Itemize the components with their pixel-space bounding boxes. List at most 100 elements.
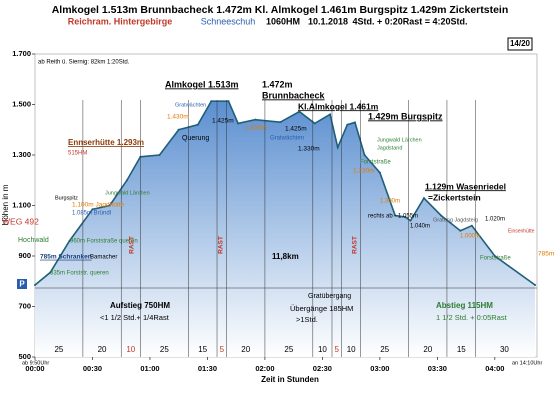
elevation-point	[237, 122, 240, 125]
elevation-point	[279, 121, 282, 124]
annotation: Forststraße	[480, 256, 511, 262]
annotation: 1.020m	[485, 217, 505, 223]
y-axis-label: Höhen in m	[1, 184, 10, 225]
subtitle-part: Schneeschuh	[201, 16, 256, 26]
elevation-point	[125, 179, 128, 182]
annotation: Abstieg 115HM	[436, 301, 493, 310]
x-tick-label: 04:00	[485, 364, 504, 373]
y-tick-label: 900	[18, 251, 31, 260]
elevation-point	[493, 255, 496, 257]
parking: P	[19, 280, 25, 289]
annotation: <1 1/2 Std.+ 1/4Rast	[100, 313, 170, 322]
subtitle-part: 1060HM	[266, 16, 300, 26]
annotation: Gratwächten	[270, 136, 304, 142]
subtitle-part: Reichram. Hintergebirge	[68, 16, 173, 26]
annotation: 1.330m	[298, 146, 320, 153]
x-axis-label: Zeit in Stunden	[261, 375, 319, 384]
elevation-line	[34, 100, 536, 286]
segment-duration: 15	[457, 345, 466, 354]
elevation-point	[329, 113, 332, 116]
badge: 14/20	[510, 39, 531, 48]
elevation-point	[158, 154, 161, 156]
chart-title: Almkogel 1.513m Brunnbacheck 1.472m Kl. …	[52, 4, 509, 16]
annotation: 11,8km	[272, 252, 299, 261]
annotation: Jagdstand	[377, 145, 402, 151]
annotation: Ennserhütte 1.293m	[68, 138, 144, 147]
note: ab Reith ü. Siernig: 82km 1:20Std.	[38, 60, 130, 66]
elevation-point	[346, 123, 349, 126]
x-tick-label: 03:30	[428, 364, 447, 373]
elevation-point	[177, 128, 180, 131]
elevation-point	[378, 171, 381, 174]
elevation-point	[254, 118, 257, 121]
elevation-point	[49, 271, 52, 274]
annotation: Burgspitz	[55, 195, 78, 201]
y-tick-label: 1.500	[12, 99, 31, 108]
badge-box	[507, 37, 533, 51]
annotation: Aufstieg 750HM	[110, 301, 170, 310]
annotation: Jungwald Lärchen	[105, 190, 150, 196]
rast-label: RAST	[352, 236, 359, 254]
elevation-point	[394, 214, 397, 217]
subtitle-part: 10.1.2018	[308, 16, 348, 26]
annotation: 1.000m	[460, 234, 480, 240]
annotation: 1.085m Bründl	[72, 211, 111, 217]
annotation: Querung	[182, 135, 209, 142]
segment-duration: 5	[335, 345, 340, 354]
annotation: 1.129m Wasenriedel	[425, 181, 506, 191]
segment-duration: 20	[98, 345, 107, 354]
elevation-point	[298, 110, 301, 113]
elevation-area	[35, 101, 536, 357]
end-label: an 14:10Uhr	[512, 360, 542, 366]
rast-label: RAST	[129, 236, 136, 254]
annotation: Brunnbacheck	[262, 90, 326, 100]
annotation: Grateng Jagdsteig	[433, 217, 478, 223]
annotation: 1.429m Burgspitz	[368, 111, 443, 121]
elevation-point	[210, 100, 213, 103]
annotation: Almkogel 1.513m	[165, 79, 239, 89]
annotation: Gratwächten	[175, 102, 206, 108]
annotation: 1.472m	[262, 79, 293, 89]
annotation: Gratübergang	[308, 293, 351, 300]
annotation: 1.430m	[245, 125, 267, 132]
elevation-point	[440, 214, 443, 217]
segment-duration: 25	[380, 345, 389, 354]
elevation-point	[470, 224, 473, 227]
segment-duration: 10	[318, 345, 327, 354]
annotation: 1.425m	[285, 126, 307, 133]
segment-duration: 20	[423, 345, 432, 354]
start-label: ab 9:50Uhr	[22, 360, 49, 366]
elevation-point	[422, 197, 425, 200]
annotation: 1 1/2 Std. + 0:05Rast	[436, 313, 508, 322]
x-tick-label: 02:30	[313, 364, 332, 373]
annotation: 1.430m	[167, 114, 189, 121]
y-tick-label: 1.100	[12, 200, 31, 209]
elevation-point	[196, 123, 199, 126]
elevation-point	[353, 121, 356, 124]
x-tick-label: 01:00	[140, 364, 159, 373]
annotation: 1.230m	[353, 168, 375, 175]
segment-duration: 25	[284, 345, 293, 354]
annotation: Forststraße	[360, 160, 391, 166]
x-tick-label: 02:00	[255, 364, 274, 373]
elevation-point	[403, 215, 406, 218]
annotation: Einsenhütte	[508, 228, 535, 234]
elevation-point	[459, 229, 462, 232]
subtitle-part: 4Std. + 0:20Rast = 4:20Std.	[352, 16, 467, 26]
segment-duration: 30	[500, 345, 509, 354]
y-tick-label: 1.700	[12, 49, 31, 58]
segment-duration: 10	[126, 345, 135, 354]
elevation-point	[34, 284, 36, 287]
x-tick-label: 01:30	[198, 364, 217, 373]
elevation-point	[68, 239, 71, 242]
elevation-point	[108, 204, 111, 207]
segment-duration: 10	[347, 345, 356, 354]
elevation-point	[227, 100, 230, 103]
elevation-point	[336, 146, 339, 149]
y-tick-label: 1.300	[12, 150, 31, 159]
annotation: =Zickertstein	[428, 192, 481, 202]
segment-duration: 20	[241, 345, 250, 354]
annotation: 785m Schranken	[40, 254, 92, 261]
annotation: 785m	[538, 251, 554, 258]
x-tick-label: 00:00	[25, 364, 44, 373]
